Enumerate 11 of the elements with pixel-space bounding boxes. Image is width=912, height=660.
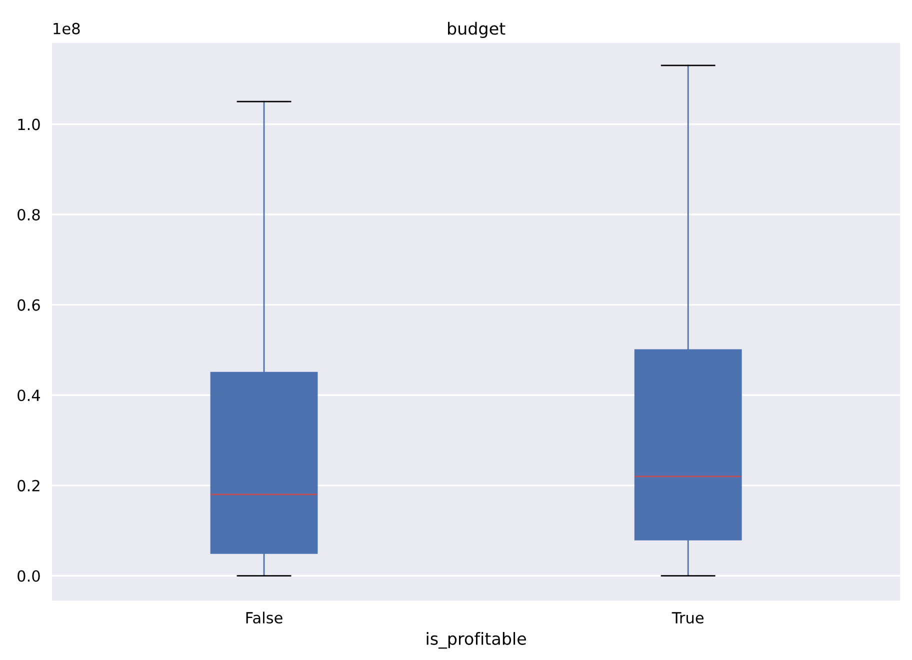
x-axis-title: is_profitable — [426, 632, 526, 649]
y-tick-label: 0.8 — [18, 208, 40, 221]
y-tick-label: 1.0 — [18, 118, 40, 130]
y-tick-label: 0.4 — [18, 390, 40, 402]
x-tick-label: False — [246, 612, 282, 624]
chart-title: budget — [448, 22, 506, 38]
y-tick-label: 0.6 — [18, 299, 40, 311]
text: 1e8 — [54, 22, 80, 34]
y-tick-label: 0.2 — [18, 480, 40, 492]
x-tick-label: True — [672, 612, 704, 624]
y-tick-label: 0.0 — [18, 570, 40, 582]
